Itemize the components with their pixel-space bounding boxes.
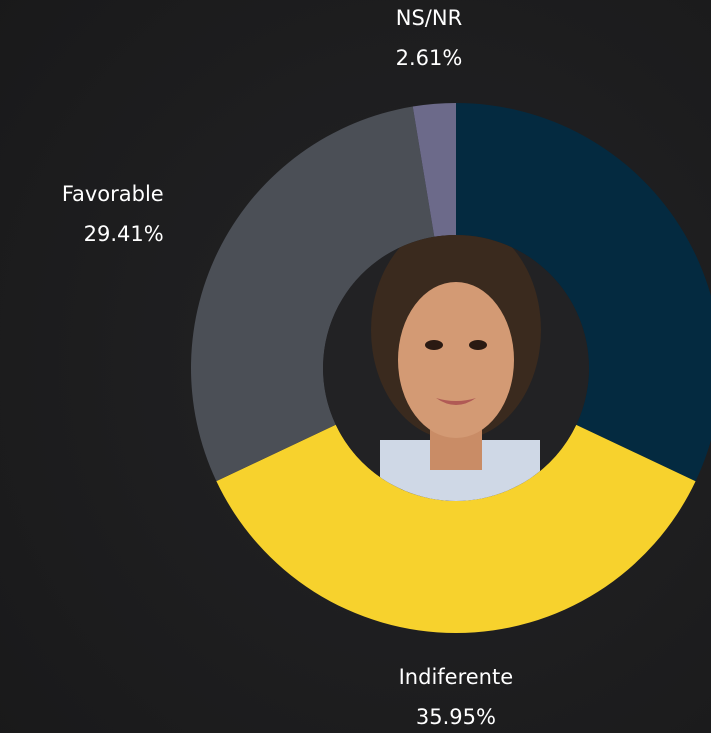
- chart: Indiferente 35.95% Favorable 29.41% NS/NR 2.6…: [0, 0, 711, 733]
- slice-label: Indiferente: [399, 665, 514, 689]
- slice-value-label: 29.41%: [84, 222, 164, 246]
- slice-value-label: 35.95%: [416, 705, 496, 729]
- slice-label: Favorable: [62, 182, 164, 206]
- slice-label: NS/NR: [396, 6, 462, 30]
- slice-value-label: 2.61%: [396, 46, 463, 70]
- page: Indiferente 35.95% Favorable 29.41% NS/NR 2.6…: [0, 0, 711, 733]
